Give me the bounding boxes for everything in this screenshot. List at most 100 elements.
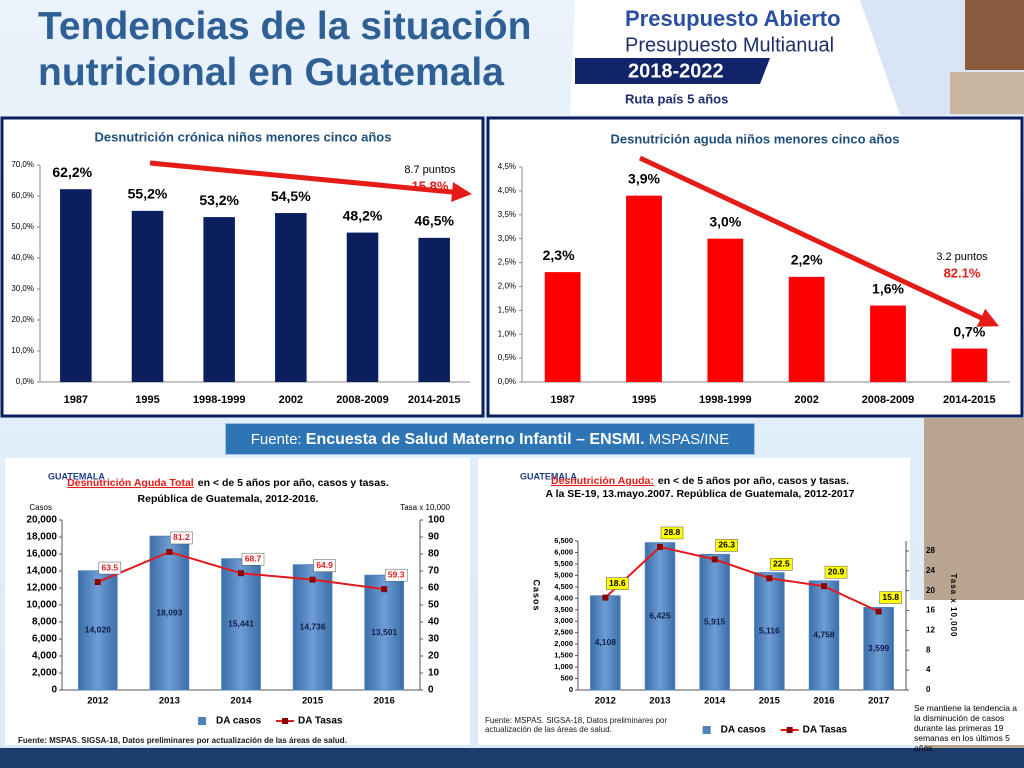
y-tick-label: 500	[560, 674, 573, 683]
bar	[707, 238, 744, 382]
annotation: 8.7 puntos	[404, 164, 456, 176]
y-tick-label: 1,500	[554, 651, 573, 660]
label-box	[313, 559, 336, 572]
y-tick-label: 70,0%	[11, 160, 34, 169]
y-tick-label: 2,5%	[498, 258, 516, 267]
y2-tick-label: 50	[428, 600, 440, 611]
bar	[951, 348, 988, 382]
bar	[590, 595, 621, 691]
logo: GUATEMALA	[48, 471, 105, 481]
bar	[544, 272, 581, 382]
value-label: 2,3%	[543, 247, 575, 263]
x-tick-label: 2017	[868, 696, 889, 707]
value-label: 48,2%	[343, 207, 383, 223]
x-tick-label: 2016	[374, 696, 395, 707]
marker	[381, 586, 388, 593]
y-tick-label: 12,000	[26, 583, 57, 594]
x-tick-label: 2016	[813, 696, 834, 707]
y-tick-label: 30,0%	[11, 284, 34, 293]
years: 2018-2022	[628, 60, 724, 82]
y-tick-label: 10,0%	[11, 346, 34, 355]
bar	[863, 606, 894, 691]
y-tick-label: 4,500	[554, 582, 573, 591]
title-highlight: Desnutrición Aguda Total	[67, 477, 194, 489]
y2-tick-label: 100	[428, 515, 445, 526]
y-tick-label: 0,5%	[498, 353, 516, 362]
brand: Presupuesto Abierto	[625, 6, 841, 31]
bar	[131, 210, 164, 382]
marker	[309, 576, 316, 583]
value-label: 13,501	[371, 627, 397, 637]
bar	[203, 217, 235, 382]
bar	[626, 195, 662, 382]
x-tick-label: 2014	[230, 696, 252, 707]
y2-tick-label: 8	[926, 645, 931, 654]
y-tick-label: 1,5%	[498, 305, 516, 314]
value-label: 53,2%	[199, 192, 239, 208]
y2-tick-label: 30	[428, 634, 440, 645]
y2-tick-label: 24	[926, 566, 935, 575]
photo	[950, 72, 1024, 114]
bar	[644, 542, 676, 691]
label-box	[879, 591, 902, 604]
value-label: 3,0%	[709, 213, 741, 229]
y-tick-label: 0,0%	[498, 377, 516, 386]
value-label: 18,093	[156, 607, 182, 617]
value-label: 14,020	[85, 625, 111, 635]
value-label: 4,108	[595, 637, 617, 647]
value-label: 3,599	[868, 643, 890, 653]
legend-swatch	[702, 726, 711, 734]
y2-tick-label: 20	[428, 651, 440, 662]
y-tick-label: 4,5%	[498, 162, 516, 171]
x-tick-label: 1987	[64, 394, 88, 406]
x-tick-label: 2008-2009	[862, 394, 915, 406]
y2-tick-label: 40	[428, 617, 440, 628]
y-tick-label: 4,0%	[498, 186, 516, 195]
y-tick-label: 2,500	[554, 628, 573, 637]
x-tick-label: 2015	[759, 696, 781, 707]
y-tick-label: 3,0%	[498, 234, 516, 243]
y-tick-label: 40,0%	[11, 253, 34, 262]
value-label: 3,9%	[628, 170, 660, 186]
bar	[364, 574, 405, 691]
value-label: 46,5%	[414, 213, 454, 229]
value-label: 5,915	[704, 616, 726, 626]
y-tick-label: 20,0%	[11, 315, 34, 324]
legend-label: DA casos	[216, 716, 262, 727]
trend-arrow	[149, 160, 472, 202]
y-tick-label: 1,0%	[498, 329, 516, 338]
label-box	[715, 539, 738, 552]
y-tick-label: 8,000	[32, 617, 57, 628]
x-tick-label: 2014-2015	[943, 394, 996, 406]
legend-label: DA Tasas	[803, 725, 848, 736]
y2-tick-label: 60	[428, 583, 440, 594]
x-tick-label: 1995	[135, 394, 159, 406]
label-box	[606, 577, 629, 590]
label-box	[660, 526, 684, 540]
y-tick-label: 1,000	[554, 662, 573, 671]
line	[604, 545, 880, 613]
line-value-label: 63.5	[102, 562, 119, 572]
y2-tick-label: 10	[428, 668, 440, 679]
legend-marker	[282, 718, 289, 724]
y-tick-label: 10,000	[26, 600, 57, 611]
y-tick-label: 5,000	[554, 570, 573, 579]
label-box	[824, 565, 848, 579]
bar	[808, 580, 840, 691]
chart-title: Desnutrición aguda niños menores cinco a…	[611, 131, 900, 146]
value-label: 54,5%	[271, 188, 311, 204]
source-prefix: Fuente:	[250, 431, 302, 448]
y-tick-label: 2,000	[554, 639, 573, 648]
title-highlight: Desnutrición Aguda:	[551, 475, 654, 487]
value-label: 6,425	[649, 611, 671, 621]
legend-marker	[786, 727, 793, 733]
x-tick-label: 1998-1999	[699, 394, 752, 406]
line-value-label: 81.2	[173, 532, 190, 542]
marker	[766, 575, 773, 582]
value-label: 14,736	[300, 622, 326, 632]
marker	[711, 556, 718, 563]
title-rest: en < de 5 años por año, casos y tasas.	[198, 477, 389, 489]
y2-tick-label: 28	[926, 546, 935, 555]
legend-label: DA Tasas	[298, 716, 343, 727]
y-tick-label: 20,000	[26, 515, 57, 526]
